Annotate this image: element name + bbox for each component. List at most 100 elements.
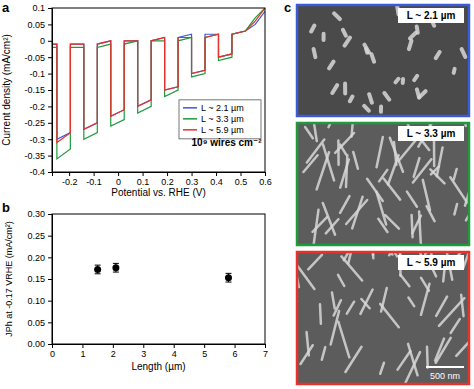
tick-label: -0.35 — [24, 151, 45, 161]
nanowire — [314, 49, 316, 57]
nanowire — [379, 107, 383, 112]
nanowire — [378, 219, 387, 232]
tick-mark — [48, 41, 52, 42]
tick: 0.4 — [210, 172, 223, 187]
y-axis-title: Current density (mA/cm²) — [1, 34, 12, 146]
nanowire — [364, 45, 368, 53]
nanowire — [436, 338, 451, 363]
nanowire — [414, 158, 420, 177]
tick-label: 0.05 — [27, 20, 45, 30]
tick-label: 0.2 — [161, 177, 174, 187]
tick-mark — [69, 172, 70, 176]
tick-label: -0.2 — [62, 177, 78, 187]
nanowire — [360, 290, 372, 314]
tick-mark — [48, 301, 52, 302]
image-border — [297, 5, 469, 116]
nanowire — [398, 351, 411, 370]
error-bar-cap — [113, 272, 119, 273]
x-axis-title: Length (µm) — [131, 361, 185, 372]
tick: -0.05 — [24, 53, 52, 63]
nanowire — [454, 204, 457, 214]
nanowire — [408, 344, 417, 375]
tick-label: 0.1 — [32, 3, 45, 13]
image-texture — [296, 251, 470, 383]
tick-label: 0.05 — [27, 318, 45, 328]
nanowire — [390, 138, 403, 172]
image-label: L ~ 5.9 µm — [407, 257, 456, 268]
nanowire — [414, 76, 417, 80]
tick: 7 — [263, 344, 268, 359]
error-bar — [95, 265, 101, 274]
nanowire — [430, 169, 444, 183]
nanowire — [381, 288, 387, 312]
panel-label: b — [2, 200, 10, 215]
nanowire — [347, 302, 354, 314]
nanowire — [412, 216, 420, 233]
tick-label: 0 — [40, 36, 45, 46]
tick-label: -0.15 — [24, 85, 45, 95]
series-line — [52, 8, 265, 159]
nanowire — [329, 62, 333, 69]
tick-mark — [48, 90, 52, 91]
tick-mark — [216, 172, 217, 176]
tick: -0.1 — [86, 172, 102, 187]
tick-mark — [48, 172, 52, 173]
tick-mark — [48, 57, 52, 58]
nanowire — [408, 297, 414, 306]
plot-area — [52, 8, 265, 159]
tick-mark — [48, 322, 52, 323]
tick: 5 — [202, 344, 207, 359]
tick-label: 0.20 — [27, 253, 45, 263]
legend-label: L ~ 5.9 µm — [201, 125, 244, 135]
error-bar — [225, 273, 231, 282]
nanowire — [388, 155, 399, 184]
nanowire — [450, 177, 467, 202]
y-axis: 0.000.050.100.150.200.250.30 — [27, 209, 52, 349]
nanowire — [419, 91, 425, 97]
figure: a-0.2-0.100.10.20.30.40.50.6-0.4-0.35-0.… — [0, 0, 474, 389]
nanowire — [332, 85, 337, 93]
tick: 6 — [233, 344, 238, 359]
tick-mark — [265, 344, 266, 348]
nanowire — [396, 79, 399, 82]
tick-mark — [192, 172, 193, 176]
tick-mark — [113, 344, 114, 348]
tick: 0 — [40, 36, 52, 46]
legend-label: L ~ 2.1 µm — [201, 103, 244, 113]
tick: 4 — [172, 344, 177, 359]
nanowire — [436, 52, 440, 58]
nanowire — [436, 297, 447, 316]
panel-c: cL ~ 2.1 µmL ~ 3.3 µmL ~ 5.9 µm500 nm — [284, 0, 474, 385]
nanowire — [369, 94, 372, 102]
nanowire — [323, 144, 334, 180]
x-axis-title: Potential vs. RHE (V) — [111, 187, 205, 198]
tick-label: 0.1 — [137, 177, 150, 187]
nanowire — [384, 93, 389, 100]
tick-label: 0.3 — [186, 177, 199, 187]
error-bar — [113, 263, 119, 272]
tick-mark — [48, 123, 52, 124]
tick: 1 — [80, 344, 85, 359]
nanowire — [377, 137, 383, 167]
tick-mark — [48, 106, 52, 107]
error-bar-cap — [95, 273, 101, 274]
image-texture — [311, 6, 465, 111]
tick-mark — [48, 156, 52, 157]
tick: 0.2 — [161, 172, 174, 187]
nanowire — [338, 322, 349, 358]
nanowire — [452, 69, 457, 73]
panel-label: c — [284, 0, 291, 15]
sem-image: L ~ 3.3 µm — [296, 95, 474, 246]
nanowire — [334, 13, 340, 19]
tick-mark — [48, 279, 52, 280]
nanowire — [305, 127, 313, 138]
tick-label: 0.4 — [210, 177, 223, 187]
tick: 2 — [111, 344, 116, 359]
nanowire — [454, 169, 457, 180]
legend-swatch — [183, 118, 197, 120]
tick: -0.2 — [29, 102, 52, 112]
image-background — [296, 122, 470, 246]
image-label-box — [398, 8, 464, 23]
nanowire — [353, 152, 358, 169]
tick-label: -0.2 — [29, 102, 45, 112]
